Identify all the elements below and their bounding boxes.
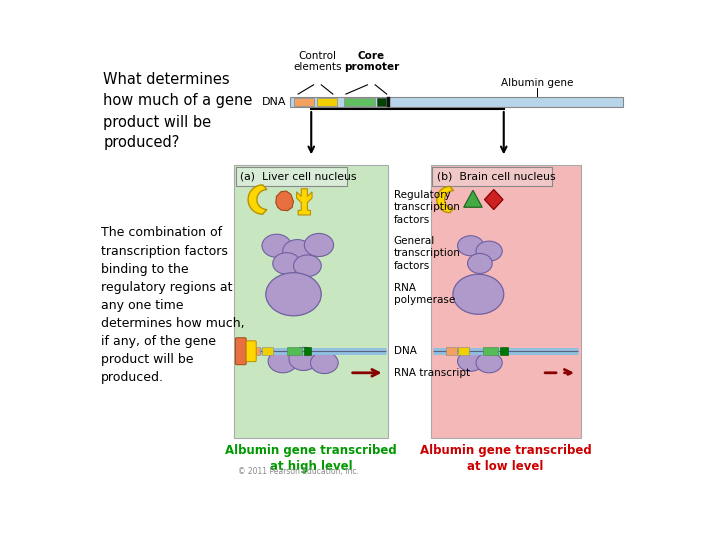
Bar <box>431 165 581 438</box>
Text: Albumin gene transcribed
at low level: Albumin gene transcribed at low level <box>420 444 592 474</box>
Bar <box>446 347 456 355</box>
Bar <box>344 98 375 106</box>
Ellipse shape <box>273 253 300 274</box>
Bar <box>459 347 469 355</box>
Bar <box>387 97 390 107</box>
Text: Core
promoter: Core promoter <box>343 51 399 72</box>
Text: Albumin gene: Albumin gene <box>500 78 573 88</box>
Ellipse shape <box>289 347 318 370</box>
FancyBboxPatch shape <box>432 167 552 186</box>
Ellipse shape <box>476 353 503 373</box>
Ellipse shape <box>283 240 312 262</box>
Ellipse shape <box>467 253 492 273</box>
Polygon shape <box>464 190 482 207</box>
Bar <box>500 347 508 355</box>
Polygon shape <box>297 189 312 215</box>
Text: The combination of
transcription factors
binding to the
regulatory regions at
an: The combination of transcription factors… <box>101 226 245 383</box>
Bar <box>287 347 302 355</box>
Ellipse shape <box>457 351 484 372</box>
Bar <box>377 98 386 106</box>
Bar <box>234 165 388 438</box>
Bar <box>250 347 261 355</box>
Ellipse shape <box>266 273 321 316</box>
Text: RNA
polymerase: RNA polymerase <box>394 283 455 306</box>
FancyBboxPatch shape <box>246 341 256 362</box>
Bar <box>304 347 311 355</box>
Ellipse shape <box>294 255 321 276</box>
Bar <box>294 98 315 106</box>
PathPatch shape <box>248 185 267 214</box>
Text: (b)  Brain cell nucleus: (b) Brain cell nucleus <box>437 172 555 181</box>
Text: Regulatory
transcription
factors: Regulatory transcription factors <box>394 190 461 225</box>
Bar <box>318 98 338 106</box>
Ellipse shape <box>268 350 297 373</box>
PathPatch shape <box>437 186 454 213</box>
Ellipse shape <box>453 274 504 314</box>
Ellipse shape <box>457 236 484 256</box>
Ellipse shape <box>310 352 338 374</box>
Ellipse shape <box>305 233 333 256</box>
Bar <box>290 97 623 107</box>
Bar <box>262 347 273 355</box>
Bar <box>483 347 498 355</box>
Text: What determines
how much of a gene
product will be
produced?: What determines how much of a gene produ… <box>104 72 253 151</box>
Ellipse shape <box>476 241 503 261</box>
Polygon shape <box>485 190 503 210</box>
Text: Albumin gene transcribed
at high level: Albumin gene transcribed at high level <box>225 444 397 474</box>
Text: (a)  Liver cell nucleus: (a) Liver cell nucleus <box>240 172 357 181</box>
Text: © 2011 Pearson Education, Inc.: © 2011 Pearson Education, Inc. <box>238 467 359 476</box>
Text: General
transcription
factors: General transcription factors <box>394 236 461 271</box>
FancyBboxPatch shape <box>235 338 246 364</box>
Text: RNA transcript: RNA transcript <box>394 368 469 378</box>
Polygon shape <box>276 191 294 211</box>
Text: Control
elements: Control elements <box>293 51 342 72</box>
Text: DNA: DNA <box>262 97 287 107</box>
Ellipse shape <box>262 234 291 257</box>
FancyBboxPatch shape <box>235 167 346 186</box>
Text: DNA: DNA <box>394 346 416 356</box>
